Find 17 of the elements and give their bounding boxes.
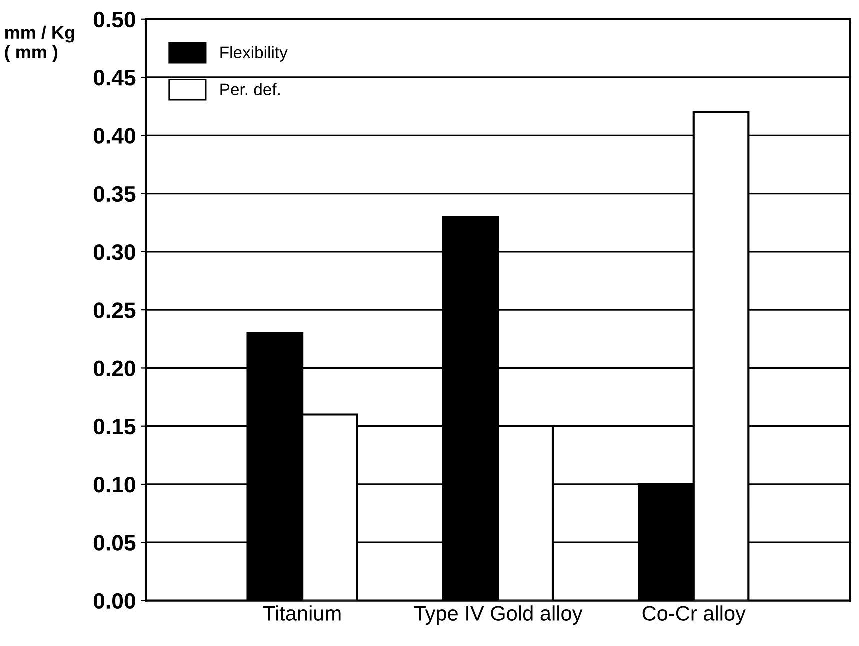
y-tick-label: 0.15 xyxy=(94,418,136,435)
y-tick-label: 0.30 xyxy=(94,244,136,260)
y-tick-label: 0.45 xyxy=(94,70,136,86)
y-axis-title: mm / Kg ( mm ) xyxy=(5,26,74,62)
y-tick-label: 0.00 xyxy=(94,593,136,610)
x-tick-label: Co-Cr alloy xyxy=(642,606,746,626)
y-tick-label: 0.25 xyxy=(94,302,136,318)
legend-label: Flexibility xyxy=(220,46,288,62)
y-tick-label: 0.05 xyxy=(94,535,136,551)
y-tick-label: 0.20 xyxy=(94,360,136,376)
y-tick-label: 0.50 xyxy=(94,12,136,28)
legend-label: Per. def. xyxy=(220,83,280,96)
x-tick-label: Type IV Gold alloy xyxy=(414,606,583,626)
x-tick-label: Titanium xyxy=(263,606,341,621)
y-tick-label: 0.35 xyxy=(94,186,136,202)
y-tick-label: 0.40 xyxy=(94,128,136,144)
y-tick-label: 0.10 xyxy=(94,477,136,493)
